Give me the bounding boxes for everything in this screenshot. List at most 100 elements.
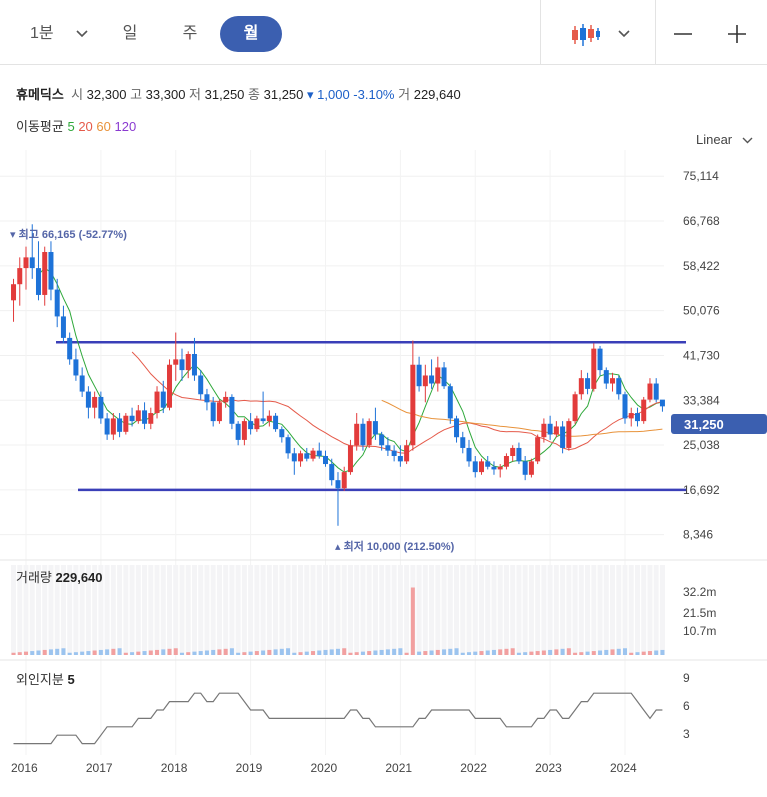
- volume-bar: [273, 649, 278, 655]
- candle-body: [560, 426, 566, 448]
- candle-body: [591, 348, 597, 389]
- high-annotation: ▾ 최고 66,165 (-52.77%): [10, 227, 127, 241]
- volume-tick-label: 21.5m: [683, 606, 716, 620]
- scale-mode-dropdown[interactable]: Linear: [696, 132, 753, 147]
- year-tick-label: 2018: [161, 761, 188, 775]
- volume-bar: [523, 652, 528, 655]
- candle-body: [98, 396, 104, 419]
- candle-body: [304, 453, 310, 459]
- volume-bar: [535, 651, 540, 655]
- candle-body: [285, 437, 291, 454]
- current-price-label: 31,250: [684, 417, 724, 432]
- volume-bar: [86, 651, 91, 655]
- volume-bg-bar: [223, 565, 229, 655]
- volume-bg-bar: [42, 565, 48, 655]
- candle-body: [104, 418, 110, 435]
- volume-bar: [30, 651, 35, 655]
- volume-bar: [48, 649, 53, 655]
- candle-body: [528, 461, 534, 475]
- candle-body: [422, 375, 428, 387]
- candle-body: [566, 421, 572, 448]
- volume-bg-bar: [148, 565, 154, 655]
- volume-bar: [373, 650, 378, 655]
- volume-bg-bar: [335, 565, 341, 655]
- candle-body: [73, 359, 79, 376]
- volume-bar: [479, 651, 484, 655]
- volume-bg-bar: [123, 565, 129, 655]
- volume-bg-bar: [11, 565, 17, 655]
- candle-body: [11, 284, 17, 301]
- year-tick-label: 2021: [385, 761, 412, 775]
- volume-bg-bar: [385, 565, 391, 655]
- volume-bar: [24, 651, 28, 655]
- volume-bar: [286, 648, 291, 655]
- volume-bg-bar: [298, 565, 304, 655]
- foreign-panel-title: 외인지분 5: [16, 672, 75, 687]
- volume-bar: [311, 651, 316, 655]
- candle-body: [110, 418, 116, 435]
- volume-bg-bar: [553, 565, 559, 655]
- volume-bg-bar: [323, 565, 328, 655]
- year-tick-label: 2023: [535, 761, 562, 775]
- candle-body: [647, 383, 653, 400]
- tab-week[interactable]: 주: [182, 25, 198, 42]
- zoom-in-button[interactable]: [722, 16, 752, 52]
- candle-body: [167, 364, 173, 408]
- volume-bar: [123, 652, 128, 655]
- interval-label: 1분: [29, 25, 54, 42]
- candle-body: [653, 383, 659, 400]
- price-tick-label: 25,038: [683, 438, 720, 452]
- zoom-out-button[interactable]: [668, 16, 698, 52]
- volume-bg-bar: [659, 565, 665, 655]
- price-tick-label: 75,114: [683, 169, 719, 183]
- candle-body: [497, 466, 503, 470]
- candle-body: [641, 399, 647, 422]
- volume-bar: [167, 648, 172, 655]
- close-value: 31,250: [263, 87, 304, 102]
- volume-bar: [105, 649, 110, 655]
- volume-bar: [610, 649, 615, 655]
- volume-bar: [498, 649, 503, 655]
- volume-bar: [267, 649, 272, 655]
- low-value: 31,250: [204, 87, 245, 102]
- volume-bar: [36, 650, 41, 655]
- volume-bar: [229, 648, 234, 655]
- volume-bar: [111, 648, 116, 655]
- volume-bg-bar: [129, 565, 135, 655]
- chevron-down-icon: [618, 30, 630, 37]
- volume-bar: [342, 648, 347, 655]
- candle-body: [298, 453, 304, 462]
- volume-bg-bar: [279, 565, 285, 655]
- chart-type-dropdown[interactable]: [560, 16, 640, 52]
- volume-bg-bar: [291, 565, 297, 655]
- candle-body: [659, 399, 665, 407]
- volume-bg-bar: [35, 565, 41, 655]
- candle-body: [129, 415, 135, 422]
- candle-body: [347, 445, 353, 473]
- tab-month[interactable]: 월: [220, 16, 282, 52]
- volume-bar: [261, 650, 266, 655]
- volume-bar: [573, 652, 578, 655]
- toolbar-divider: [655, 0, 656, 64]
- candle-body: [535, 437, 541, 462]
- volume-bg-bar: [54, 565, 60, 655]
- volume-bg-bar: [366, 565, 372, 655]
- candle-body: [491, 466, 497, 470]
- volume-bg-bar: [397, 565, 403, 655]
- volume-bg-bar: [578, 565, 584, 655]
- volume-bar: [429, 650, 434, 655]
- moving-average-legend[interactable]: 이동평균 5 20 60 120: [16, 116, 136, 135]
- volume-bar: [242, 652, 247, 655]
- candle-body: [454, 418, 460, 438]
- volume-bar: [348, 652, 353, 655]
- candle-body: [185, 354, 191, 371]
- volume-bar: [485, 650, 490, 655]
- volume-bg-bar: [422, 565, 428, 655]
- tab-day[interactable]: 일: [122, 25, 138, 42]
- interval-dropdown[interactable]: 1분: [24, 16, 94, 52]
- volume-bar: [236, 652, 241, 655]
- volume-bg-bar: [634, 565, 640, 655]
- candle-body: [210, 402, 216, 422]
- volume-bg-bar: [329, 565, 335, 655]
- volume-bg-bar: [110, 565, 116, 655]
